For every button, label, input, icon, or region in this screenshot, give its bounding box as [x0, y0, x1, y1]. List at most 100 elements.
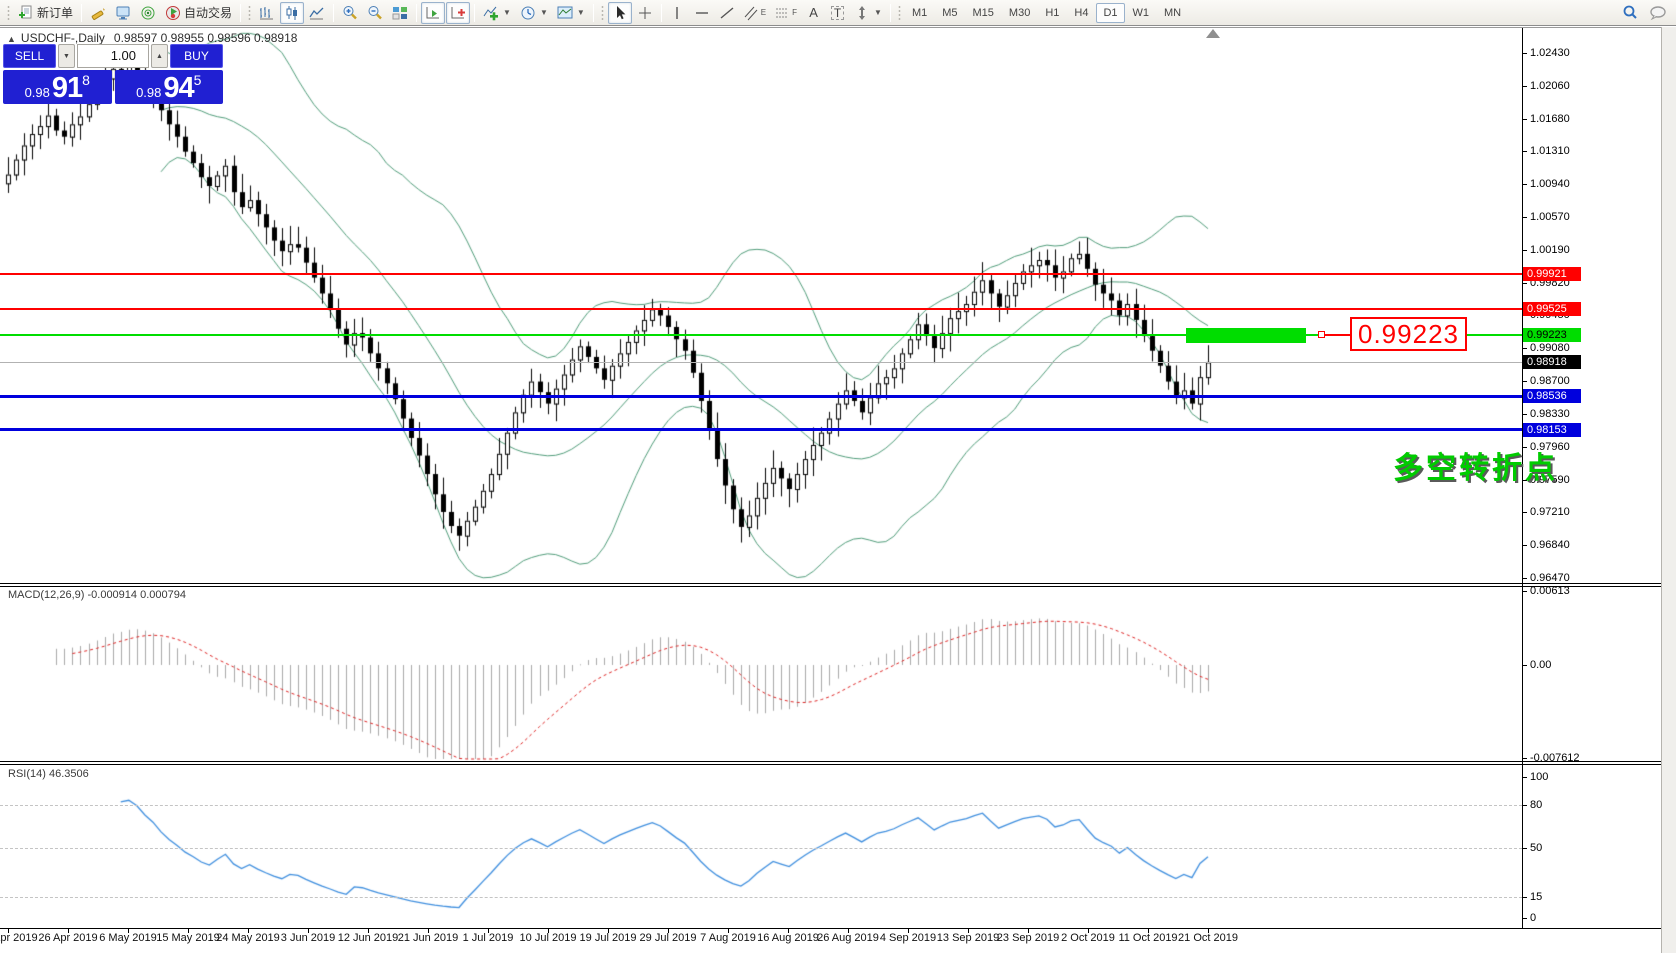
date-axis-label: 7 Aug 2019	[700, 932, 756, 944]
sell-price-button[interactable]: 0.98 91 8	[3, 70, 112, 104]
date-axis-tick	[68, 928, 69, 933]
candlestick-chart-button[interactable]	[280, 1, 305, 24]
horizontal-line-object[interactable]	[0, 334, 1522, 337]
volume-input[interactable]: 1.00	[77, 44, 149, 68]
arrows-tool-button[interactable]: ▼	[850, 2, 886, 24]
timeframe-button-m5[interactable]: M5	[935, 3, 964, 23]
chevron-down-icon: ▼	[874, 8, 882, 17]
zoom-out-button[interactable]	[363, 2, 387, 24]
autotrading-button[interactable]: 自动交易	[161, 2, 236, 24]
date-axis-label: 6 May 2019	[99, 932, 157, 944]
bar-chart-button[interactable]	[255, 2, 279, 24]
panel-separator[interactable]	[0, 583, 1661, 584]
timeframe-button-h4[interactable]: H4	[1067, 3, 1095, 23]
timeframe-button-mn[interactable]: MN	[1157, 3, 1188, 23]
panel-separator[interactable]	[0, 586, 1661, 587]
strategy-tester-button[interactable]	[136, 2, 160, 24]
one-click-collapse-icon[interactable]: ▲	[7, 34, 16, 44]
channel-tool-button[interactable]: E	[740, 2, 770, 24]
line-chart-button[interactable]	[305, 2, 329, 24]
price-tag: 0.99921	[1523, 267, 1581, 281]
timeframe-button-m15[interactable]: M15	[966, 3, 1001, 23]
new-order-button[interactable]: 新订单	[14, 2, 77, 24]
toolbar-grip[interactable]	[248, 4, 252, 21]
toolbar-grip[interactable]	[7, 4, 10, 21]
price-tag: 0.99223	[1523, 328, 1581, 343]
price-axis-tick	[1522, 479, 1527, 481]
rsi-axis-tick	[1522, 777, 1527, 778]
zoom-in-button[interactable]	[338, 2, 362, 24]
indicators-button[interactable]: ▼	[479, 2, 515, 24]
timeframe-button-d1[interactable]: D1	[1096, 2, 1125, 23]
buy-price-button[interactable]: 0.98 94 5	[114, 70, 223, 104]
buy-price-point: 5	[193, 72, 202, 88]
tile-windows-button[interactable]	[388, 2, 412, 24]
date-axis-label: 23 Sep 2019	[996, 932, 1060, 944]
rsi-axis-label: 15	[1530, 890, 1543, 903]
toolbar: 新订单	[0, 0, 1676, 26]
macd-axis-tick	[1522, 757, 1527, 759]
chart-shift-button[interactable]	[446, 1, 471, 24]
new-order-icon	[19, 5, 32, 18]
panel-separator[interactable]	[0, 764, 1661, 765]
horizontal-line-tool-button[interactable]	[690, 2, 714, 24]
templates-button[interactable]: ▼	[553, 2, 589, 24]
chevron-down-icon: ▼	[503, 8, 511, 17]
text-label-tool-button[interactable]: T	[826, 2, 849, 24]
horizontal-line-object[interactable]	[0, 428, 1522, 432]
volume-decrease-button[interactable]: ▼	[58, 44, 75, 68]
volume-increase-button[interactable]: ▲	[151, 44, 168, 68]
date-axis-tick	[428, 928, 429, 933]
auto-scroll-button[interactable]	[421, 1, 446, 24]
date-axis-label: 29 Jul 2019	[639, 932, 697, 944]
periods-button[interactable]: ▼	[516, 2, 552, 24]
chat-button[interactable]	[1644, 2, 1672, 24]
fibonacci-tool-button[interactable]: F	[771, 2, 801, 24]
date-axis-label: 21 Oct 2019	[1178, 932, 1238, 944]
horizontal-line-object[interactable]	[0, 273, 1522, 275]
search-button[interactable]	[1617, 2, 1643, 24]
turning-point-note[interactable]: 多空转折点	[1393, 452, 1558, 485]
toolbar-separator	[592, 3, 594, 22]
date-axis-tick	[788, 928, 789, 933]
price-axis-label: 0.99080	[1530, 342, 1570, 355]
price-axis-label: 0.97960	[1530, 440, 1570, 453]
date-axis-tick	[188, 928, 189, 933]
chart-shift-icon	[451, 6, 466, 18]
timeframe-button-h1[interactable]: H1	[1038, 3, 1066, 23]
timeframe-button-m1[interactable]: M1	[905, 3, 934, 23]
chart-shift-marker[interactable]	[1206, 29, 1220, 38]
trendline-tool-button[interactable]	[715, 2, 739, 24]
timeframe-button-w1[interactable]: W1	[1126, 3, 1157, 23]
vertical-line-tool-button[interactable]	[666, 2, 689, 24]
buy-price-pips: 94	[163, 72, 194, 104]
date-axis-label: 26 Aug 2019	[817, 932, 879, 944]
toolbar-grip[interactable]	[897, 4, 901, 21]
macd-axis-label: -0.007612	[1530, 751, 1580, 764]
callout-anchor-square[interactable]	[1318, 331, 1325, 338]
panel-separator[interactable]	[0, 761, 1661, 762]
toolbar-separator	[416, 3, 418, 22]
styler-button[interactable]	[86, 2, 110, 24]
price-axis-label: 0.96840	[1530, 539, 1570, 552]
price-axis-label: 0.97210	[1530, 506, 1570, 519]
price-axis-tick	[1522, 512, 1527, 514]
date-axis-tick	[308, 928, 309, 933]
terminal-button[interactable]	[111, 2, 135, 24]
price-callout-label[interactable]: 0.99223	[1350, 317, 1467, 351]
cursor-button[interactable]	[607, 1, 632, 24]
sell-button[interactable]: SELL	[3, 44, 56, 68]
rsi-axis-tick	[1522, 805, 1527, 807]
timeframe-button-m30[interactable]: M30	[1002, 3, 1037, 23]
tile-windows-icon	[392, 6, 408, 19]
crosshair-button[interactable]	[633, 2, 657, 24]
horizontal-line-icon	[695, 11, 708, 14]
toolbar-grip[interactable]	[600, 4, 604, 21]
horizontal-line-object[interactable]	[0, 307, 1522, 310]
horizontal-line-object[interactable]	[0, 394, 1522, 398]
price-axis-tick	[1522, 315, 1527, 317]
one-click-trading-panel: SELL ▼ 1.00 ▲ BUY 0.98 91 8 0.98 94 5	[3, 44, 223, 104]
text-tool-button[interactable]: A	[802, 2, 825, 24]
buy-button[interactable]: BUY	[170, 44, 223, 68]
